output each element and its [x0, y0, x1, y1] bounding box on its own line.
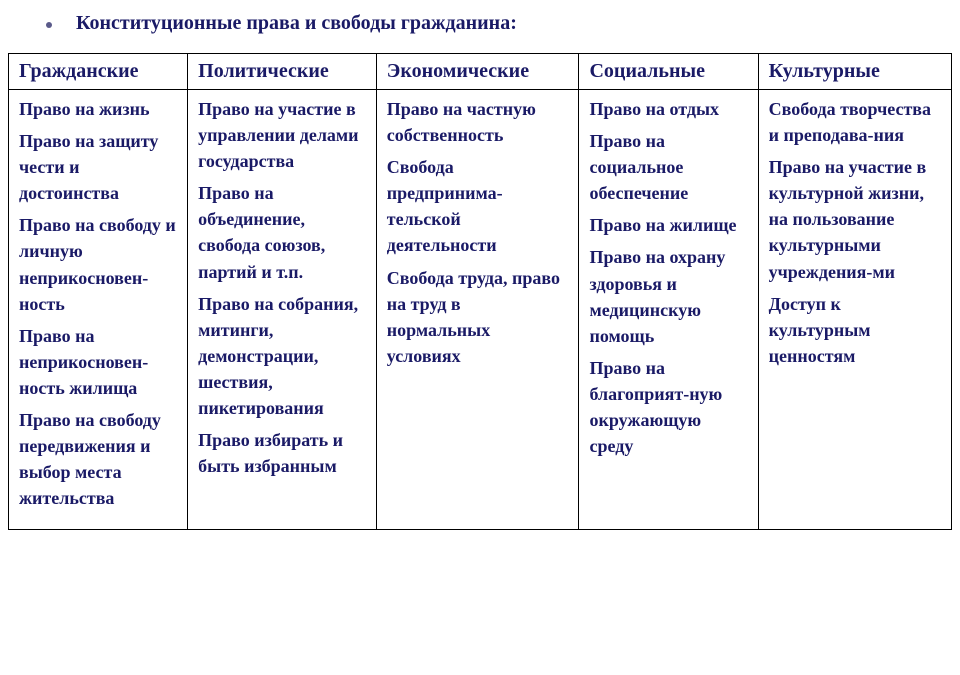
rights-table: Гражданские Политические Экономические С… [8, 53, 952, 530]
list-item: Свобода предпринима-тельской деятельност… [387, 154, 569, 258]
list-item: Свобода творчества и преподава-ния [769, 96, 941, 148]
list-item: Доступ к культурным ценностям [769, 291, 941, 369]
list-item: Право избирать и быть избранным [198, 427, 366, 479]
page-title: Конституционные права и свободы граждани… [76, 12, 517, 35]
list-item: Право на свободу и личную неприкосновен-… [19, 212, 177, 316]
list-item: Право на благоприят-ную окружающую среду [589, 355, 747, 459]
list-item: Право на отдых [589, 96, 747, 122]
list-item: Право на защиту чести и достоинства [19, 128, 177, 206]
col-header-political: Политические [188, 54, 377, 90]
list-item: Право на жизнь [19, 96, 177, 122]
title-row: Конституционные права и свободы граждани… [8, 12, 952, 35]
list-item: Право на жилище [589, 212, 747, 238]
bullet-icon [46, 22, 52, 28]
list-item: Право на собрания, митинги, демонстрации… [198, 291, 366, 421]
cell-economic: Право на частную собственность Свобода пр… [376, 90, 579, 530]
list-item: Право на охрану здоровья и медицинскую п… [589, 244, 747, 348]
cell-cultural: Свобода творчества и преподава-ния Право … [758, 90, 951, 530]
list-item: Право на участие в культурной жизни, на … [769, 154, 941, 284]
col-header-economic: Экономические [376, 54, 579, 90]
list-item: Право на неприкосновен-ность жилища [19, 323, 177, 401]
list-item: Право на частную собственность [387, 96, 569, 148]
col-header-cultural: Культурные [758, 54, 951, 90]
cell-political: Право на участие в управлении делами гос… [188, 90, 377, 530]
list-item: Право на свободу передвижения и выбор ме… [19, 407, 177, 511]
col-header-social: Социальные [579, 54, 758, 90]
list-item: Право на объединение, свобода союзов, па… [198, 180, 366, 284]
cell-social: Право на отдых Право на социальное обеспе… [579, 90, 758, 530]
cell-civil: Право на жизнь Право на защиту чести и до… [9, 90, 188, 530]
list-item: Свобода труда, право на труд в нормальны… [387, 265, 569, 369]
table-header-row: Гражданские Политические Экономические С… [9, 54, 952, 90]
list-item: Право на участие в управлении делами гос… [198, 96, 366, 174]
list-item: Право на социальное обеспечение [589, 128, 747, 206]
col-header-civil: Гражданские [9, 54, 188, 90]
table-row: Право на жизнь Право на защиту чести и до… [9, 90, 952, 530]
